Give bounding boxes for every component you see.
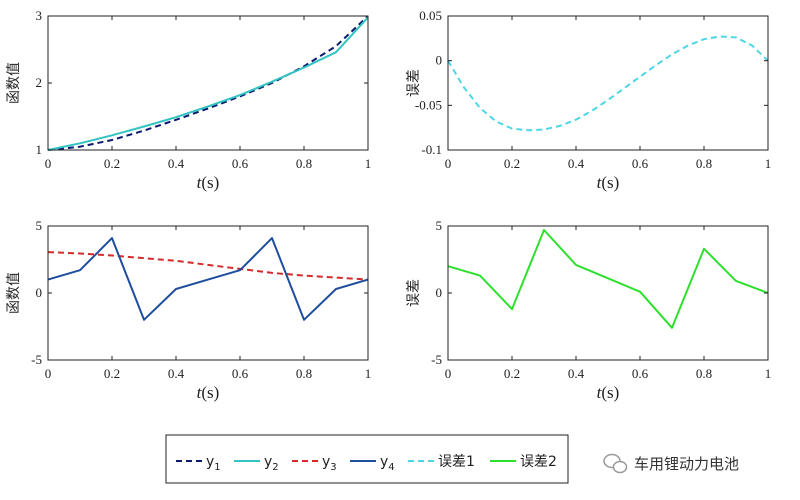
x-axis-label: t(s) bbox=[197, 383, 220, 402]
x-tick-label: 0.8 bbox=[696, 156, 712, 171]
y-tick-label: -0.05 bbox=[415, 97, 442, 112]
panel-2: 0 0.2 0.4 0.6 0.8 1 -0.1 -0.05 0 0.05 t(s) 误差 bbox=[406, 8, 771, 192]
x-tick-label: 0.4 bbox=[568, 156, 585, 171]
x-tick-label: 1 bbox=[765, 366, 772, 381]
legend-label-sub: 2 bbox=[272, 462, 278, 473]
x-tick-label: 1 bbox=[765, 156, 772, 171]
x-tick-label: 0 bbox=[445, 366, 452, 381]
wechat-bubble-small bbox=[612, 460, 628, 474]
x-tick-label: 0.2 bbox=[104, 366, 120, 381]
legend-label-sub: 4 bbox=[388, 462, 394, 473]
x-axis-label: t(s) bbox=[197, 173, 220, 192]
x-tick-label: 0.6 bbox=[232, 156, 249, 171]
x-tick-label: 0 bbox=[45, 156, 52, 171]
x-axis-label-var: t bbox=[197, 383, 203, 402]
y-tick-label: 3 bbox=[36, 8, 43, 23]
y-axis-label: 函数值 bbox=[6, 272, 22, 314]
legend-label: y3 bbox=[322, 454, 337, 473]
x-axis-label-var: t bbox=[197, 173, 203, 192]
series-line-误差1 bbox=[447, 35, 769, 132]
x-tick-label: 0.6 bbox=[632, 156, 649, 171]
x-tick-label: 0.4 bbox=[568, 366, 585, 381]
y-tick-label: 0.05 bbox=[419, 8, 442, 23]
legend-label-main: 误差1 bbox=[438, 454, 475, 470]
x-axis-label-unit: (s) bbox=[201, 383, 219, 402]
legend-label: 误差1 bbox=[438, 454, 475, 470]
panel-1: 0 0.2 0.4 0.6 0.8 1 1 2 3 t(s) 函数值 bbox=[6, 8, 371, 192]
y-tick-label: -5 bbox=[31, 352, 42, 367]
x-tick-label: 0.8 bbox=[696, 366, 712, 381]
series-line-y2 bbox=[47, 16, 369, 151]
y-axis-label: 误差 bbox=[406, 69, 422, 97]
wechat-icon bbox=[603, 453, 628, 474]
x-tick-label: 0.2 bbox=[504, 156, 520, 171]
x-tick-label: 0.8 bbox=[296, 366, 312, 381]
series-line-误差2 bbox=[447, 229, 769, 329]
x-axis-label-unit: (s) bbox=[601, 383, 619, 402]
series-line-y3 bbox=[47, 251, 369, 281]
legend-box bbox=[165, 434, 569, 484]
y-tick-label: 0 bbox=[436, 285, 443, 300]
legend-label-main: y bbox=[380, 454, 388, 470]
y-tick-label: 0 bbox=[436, 53, 443, 68]
legend-label: y1 bbox=[206, 454, 221, 473]
x-tick-label: 0.2 bbox=[104, 156, 120, 171]
x-tick-label: 0.6 bbox=[632, 366, 649, 381]
x-tick-label: 0.4 bbox=[168, 156, 185, 171]
series-line-y1 bbox=[47, 15, 369, 151]
watermark-text: 车用锂动力电池 bbox=[634, 455, 739, 473]
x-axis-label: t(s) bbox=[597, 383, 620, 402]
y-tick-label: 0 bbox=[36, 285, 43, 300]
y-tick-label: 2 bbox=[36, 75, 43, 90]
x-tick-label: 0.2 bbox=[504, 366, 520, 381]
x-tick-label: 0.8 bbox=[296, 156, 312, 171]
legend-label: 误差2 bbox=[520, 454, 557, 470]
x-tick-label: 0.6 bbox=[232, 366, 249, 381]
x-tick-label: 0.4 bbox=[168, 366, 185, 381]
series-line-y4 bbox=[47, 237, 369, 321]
legend-label-sub: 3 bbox=[330, 462, 336, 473]
legend-label: y2 bbox=[264, 454, 279, 473]
y-tick-label: 1 bbox=[36, 142, 43, 157]
x-axis-label-var: t bbox=[597, 383, 603, 402]
axes-box bbox=[47, 225, 369, 361]
x-axis-label-unit: (s) bbox=[201, 173, 219, 192]
x-axis-label-var: t bbox=[597, 173, 603, 192]
legend-label-main: y bbox=[322, 454, 330, 470]
legend-label-main: y bbox=[264, 454, 272, 470]
axes-box bbox=[447, 15, 769, 151]
y-tick-label: 5 bbox=[36, 218, 43, 233]
legend-label: y4 bbox=[380, 454, 395, 473]
x-tick-label: 0 bbox=[445, 156, 452, 171]
y-axis-label: 误差 bbox=[406, 279, 422, 307]
y-tick-label: 5 bbox=[436, 218, 443, 233]
watermark: 车用锂动力电池 bbox=[603, 453, 739, 474]
x-axis-label-unit: (s) bbox=[601, 173, 619, 192]
legend-label-main: 误差2 bbox=[520, 454, 557, 470]
axes-box bbox=[47, 15, 369, 151]
y-axis-label: 函数值 bbox=[6, 62, 22, 104]
legend-label-sub: 1 bbox=[214, 462, 220, 473]
legend: y1 y2 y3 y4 误差1 误差2 bbox=[165, 434, 569, 484]
x-tick-label: 0 bbox=[45, 366, 52, 381]
x-tick-label: 1 bbox=[365, 156, 372, 171]
legend-label-main: y bbox=[206, 454, 214, 470]
x-axis-label: t(s) bbox=[597, 173, 620, 192]
y-tick-label: -0.1 bbox=[421, 142, 442, 157]
y-tick-label: -5 bbox=[431, 352, 442, 367]
x-tick-label: 1 bbox=[365, 366, 372, 381]
